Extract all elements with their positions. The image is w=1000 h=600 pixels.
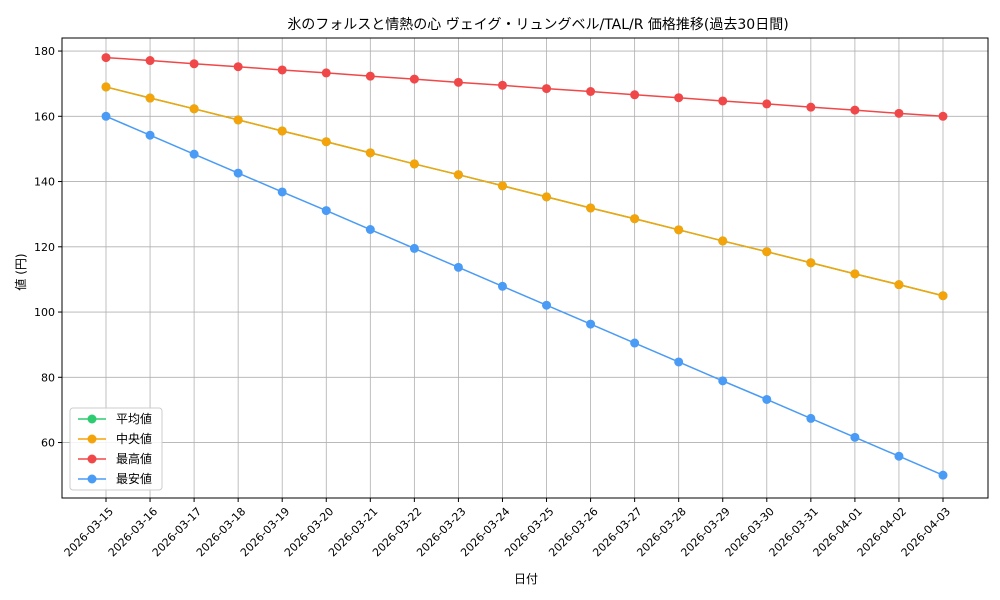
data-point [938,291,948,301]
data-point [321,206,331,216]
data-point [806,413,816,423]
data-point [586,87,596,97]
data-point [409,243,419,253]
data-point [894,280,904,290]
data-point [630,214,640,224]
data-point [850,105,860,115]
series-line [105,86,944,297]
data-point [453,77,463,87]
series-2 [101,53,948,121]
data-point [365,71,375,81]
data-point [277,126,287,136]
data-point [850,432,860,442]
data-point [233,115,243,125]
data-point [233,168,243,178]
data-point [630,338,640,348]
plot-area [61,37,989,499]
data-point [542,84,552,94]
legend-label: 最高値 [116,451,152,466]
legend-label: 平均値 [116,411,152,426]
data-point [277,187,287,197]
x-axis-label: 日付 [514,572,538,586]
data-point [718,96,728,106]
series-line [105,115,944,476]
data-point [277,65,287,75]
data-point [586,203,596,213]
data-point [762,394,772,404]
data-point [806,258,816,268]
y-tick-label: 80 [41,371,55,384]
y-tick-label: 140 [34,176,55,189]
data-point [718,236,728,246]
data-point [189,149,199,159]
legend-box [69,407,163,491]
data-point [453,170,463,180]
data-point [542,192,552,202]
series-group [101,53,948,480]
data-point [145,56,155,66]
data-point [321,68,331,78]
data-point [894,108,904,118]
data-point [145,130,155,140]
data-point [674,357,684,367]
data-point [674,93,684,103]
data-point [189,59,199,69]
legend-marker [87,434,97,444]
data-point [409,159,419,169]
y-axis: 60 80 100 120 140 160 180 [34,45,62,450]
y-tick-label: 100 [34,306,55,319]
data-point [189,104,199,114]
data-point [586,319,596,329]
data-point [542,300,552,310]
data-point [850,269,860,279]
chart-title: 氷のフォルスと情熱の心 ヴェイグ・リュングベル/TAL/R 価格推移(過去30日… [287,16,788,33]
legend-marker [87,454,97,464]
data-point [101,111,111,121]
legend-marker [87,414,97,424]
data-point [806,102,816,112]
y-axis-label: 値 (円) [13,253,28,290]
legend-marker [87,474,97,484]
data-point [497,281,507,291]
data-point [497,80,507,90]
series-3 [101,111,948,480]
data-point [453,262,463,272]
y-tick-label: 160 [34,110,55,123]
data-point [145,93,155,103]
series-line [105,56,944,118]
data-point [101,82,111,92]
legend-item: 平均値 [78,411,152,426]
data-point [365,225,375,235]
x-axis: 2026-03-152026-03-162026-03-172026-03-18… [62,498,953,559]
legend-item: 最高値 [78,451,152,466]
data-point [233,62,243,72]
legend-item: 中央値 [78,431,152,446]
data-point [674,225,684,235]
data-point [497,181,507,191]
data-point [718,376,728,386]
y-tick-label: 120 [34,241,55,254]
legend-item: 最安値 [78,471,152,486]
legend-label: 中央値 [116,431,152,446]
data-point [630,90,640,100]
data-point [894,451,904,461]
grid [62,38,988,498]
series-1 [101,82,948,301]
data-point [938,111,948,121]
y-tick-label: 60 [41,437,55,450]
legend-label: 最安値 [116,471,152,486]
data-point [409,74,419,84]
data-point [762,99,772,109]
y-tick-label: 180 [34,45,55,58]
data-point [938,470,948,480]
data-point [101,53,111,63]
data-point [365,148,375,158]
data-point [321,137,331,147]
data-point [762,247,772,257]
